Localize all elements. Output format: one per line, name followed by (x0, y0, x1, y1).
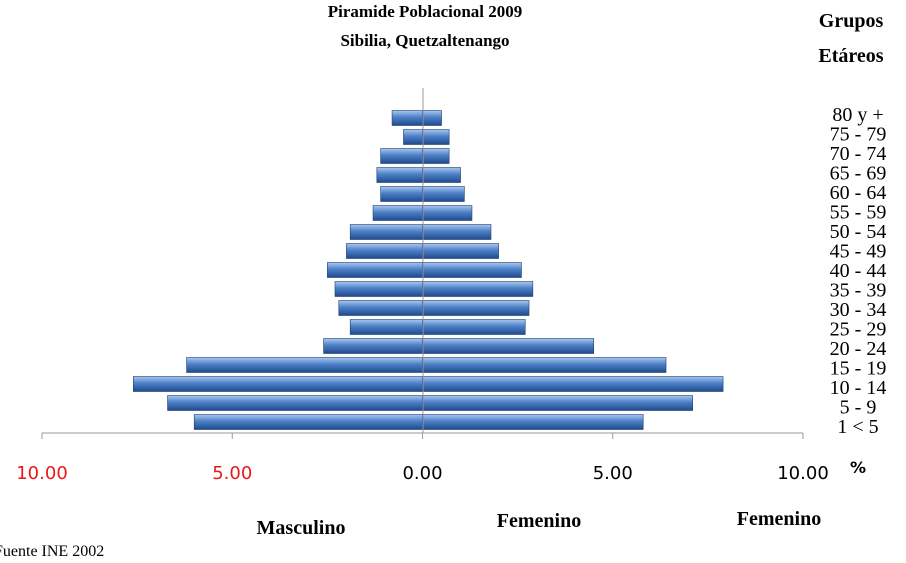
age-group-label: 75 - 79 (830, 124, 887, 146)
x-tick-label: 5.00 (593, 463, 633, 484)
bar-masculino (376, 167, 423, 183)
bar-masculino (133, 376, 423, 392)
age-group-label: 10 - 14 (830, 377, 887, 399)
bar-femenino (422, 167, 461, 183)
chart-title: Piramide Poblacional 2009 (328, 2, 523, 21)
age-group-label: 45 - 49 (830, 241, 887, 263)
bar-femenino (422, 414, 644, 430)
age-group-label: 70 - 74 (830, 143, 887, 165)
bar-masculino (193, 414, 423, 430)
bar-femenino (422, 110, 442, 126)
x-ticks: 10.00 5.00 0.00 5.00 10.00 (16, 433, 829, 484)
bar-masculino (346, 243, 423, 259)
bar-masculino (327, 262, 423, 278)
chart-subtitle: Sibilia, Quetzaltenango (340, 31, 509, 50)
bar-masculino (167, 395, 423, 411)
age-groups-header-line2: Etáreos (818, 45, 883, 67)
bar-femenino (422, 205, 473, 221)
x-tick-label: 10.00 (777, 463, 829, 484)
age-group-label: 35 - 39 (830, 280, 887, 302)
bar-masculino (349, 319, 423, 335)
bar-masculino (391, 110, 423, 126)
bar-masculino (338, 300, 423, 316)
bar-femenino (422, 129, 450, 145)
bar-femenino (422, 243, 499, 259)
source-note: Fuente INE 2002 (0, 543, 104, 560)
bar-masculino (380, 148, 423, 164)
bar-masculino (372, 205, 423, 221)
x-tick-label: 10.00 (16, 463, 68, 484)
age-group-label: 40 - 44 (830, 260, 887, 282)
x-unit-label: % (850, 458, 866, 477)
bar-femenino (422, 319, 526, 335)
age-groups-header-line1: Grupos (819, 10, 884, 32)
bar-femenino (422, 262, 522, 278)
bar-masculino (186, 357, 423, 373)
bar-masculino (380, 186, 423, 202)
bars-layer (133, 110, 724, 430)
bar-masculino (403, 129, 423, 145)
age-group-label: 30 - 34 (830, 299, 887, 321)
bar-femenino (422, 281, 534, 297)
age-group-label: 25 - 29 (830, 319, 887, 341)
age-group-label: 65 - 69 (830, 163, 887, 185)
age-group-label: 15 - 19 (830, 358, 887, 380)
bar-femenino (422, 186, 465, 202)
age-group-label: 1 < 5 (837, 416, 878, 438)
bar-femenino (422, 224, 492, 240)
bar-femenino (422, 357, 667, 373)
bar-femenino (422, 395, 693, 411)
bar-masculino (334, 281, 423, 297)
bar-masculino (323, 338, 423, 354)
age-group-label: 55 - 59 (830, 202, 887, 224)
x-tick-label: 0.00 (402, 463, 442, 484)
x-axis-label-masculino: Masculino (257, 517, 346, 539)
age-group-label: 50 - 54 (830, 221, 887, 243)
bar-femenino (422, 148, 450, 164)
age-group-label: 20 - 24 (830, 338, 887, 360)
bar-femenino (422, 300, 530, 316)
x-tick-label: 5.00 (212, 463, 252, 484)
age-group-label: 80 y + (832, 104, 883, 126)
bar-masculino (349, 224, 423, 240)
x-axis-label-femenino-right: Femenino (737, 508, 821, 530)
x-axis-label-femenino-center: Femenino (497, 510, 581, 532)
age-group-label: 5 - 9 (840, 397, 877, 419)
age-group-label: 60 - 64 (830, 182, 887, 204)
bar-femenino (422, 376, 724, 392)
bar-femenino (422, 338, 595, 354)
